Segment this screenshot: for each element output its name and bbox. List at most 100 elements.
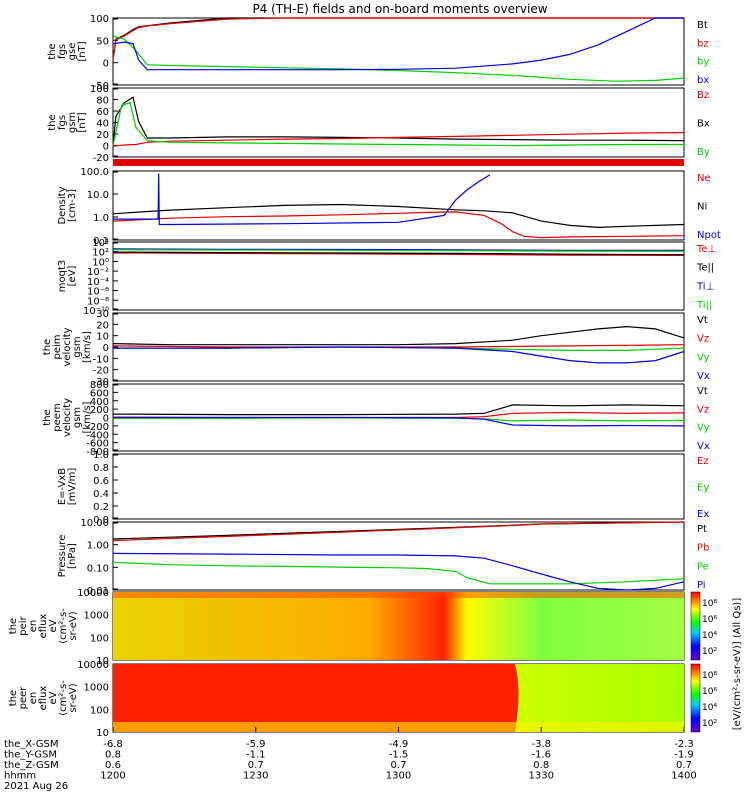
y-tick-label: -10: [93, 354, 109, 365]
legend-Pt: Pt: [697, 524, 707, 535]
y-tick-label: 10⁻²: [87, 267, 109, 278]
series-Te⊥: [112, 252, 685, 256]
y-axis-label: eV: [48, 691, 59, 704]
y-tick-label: 100: [90, 633, 109, 644]
legend-Vt: Vt: [697, 315, 708, 326]
y-axis-label: fgs: [57, 115, 68, 130]
y-axis-label: the: [8, 690, 19, 706]
legend-Ti⊥: Ti⊥: [696, 281, 714, 292]
y-tick-label: 10: [96, 656, 109, 667]
y-axis-label: E=-VxB: [57, 468, 68, 505]
x-axis-row-label: the_Z-GSM: [4, 760, 59, 771]
y-tick-label: -400: [86, 430, 109, 441]
legend-Vx: Vx: [697, 371, 710, 382]
y-tick-label: 0.8: [93, 463, 109, 474]
y-axis-label: velocity: [62, 398, 73, 437]
y-tick-label: 0: [103, 343, 109, 354]
y-tick-label: 0: [103, 142, 109, 153]
x-tick-label: -3.8: [531, 739, 551, 750]
y-tick-label: 100.0: [80, 167, 109, 178]
y-tick-label: 60: [96, 107, 109, 118]
y-axis-label: eV: [48, 619, 59, 632]
y-tick-label: 400: [90, 397, 109, 408]
y-tick-label: 100: [90, 14, 109, 25]
y-axis-label: the: [42, 339, 53, 355]
legend-By: By: [697, 147, 710, 158]
y-axis-label: gsm: [67, 112, 78, 133]
legend-Bx: Bx: [697, 119, 710, 130]
y-tick-label: -20: [93, 366, 109, 377]
series-Te||: [112, 251, 685, 256]
x-tick-label: -4.9: [389, 739, 409, 750]
y-tick-label: 20: [96, 130, 109, 141]
x-tick-label: 1400: [671, 771, 696, 782]
y-axis-label: the: [47, 114, 58, 130]
y-tick-label: 0.1: [93, 236, 109, 247]
legend-Vx: Vx: [697, 441, 710, 452]
y-tick-label: -600: [86, 439, 109, 450]
colorbar-tick-label: 10⁴: [702, 703, 717, 713]
colorbar-tick-label: 10⁸: [702, 671, 717, 681]
y-axis-label: the: [8, 618, 19, 634]
y-tick-label: 10⁰: [92, 257, 109, 268]
series-Ti⊥: [112, 248, 685, 251]
y-axis-label: [nT]: [77, 112, 88, 132]
legend-Vt: Vt: [697, 386, 708, 397]
colorbar-tick-label: 10²: [702, 719, 717, 729]
y-tick-label: 200: [90, 405, 109, 416]
x-tick-label: -6.8: [103, 739, 123, 750]
chart-title: P4 (TH-E) fields and on-board moments ov…: [252, 2, 547, 16]
y-axis-label: gse: [67, 43, 78, 61]
peer-spectrogram-hot-region: [113, 664, 519, 732]
series-Ni: [112, 203, 685, 229]
series-Ne: [112, 211, 685, 239]
x-tick-label: 0.6: [105, 760, 121, 771]
legend-Vy: Vy: [697, 423, 710, 434]
series-bx: [112, 17, 684, 71]
x-tick-label: -1.6: [531, 750, 551, 761]
panel-frame: [112, 521, 685, 591]
panel-fgs_gse: 100 50 0 -50 the fgs gse [nT] Bt bz by bx: [47, 14, 709, 92]
y-axis-label: peem: [52, 403, 63, 431]
legend-Npot: Npot: [697, 230, 721, 241]
colorbar-tick-label: 10⁶: [702, 615, 717, 625]
x-tick-label: 0.7: [391, 760, 407, 771]
legend-Ti||: Ti||: [696, 300, 712, 311]
panel-frame: [112, 453, 685, 520]
x-tick-label: -5.9: [246, 739, 266, 750]
y-axis-label: [mV/m]: [67, 468, 78, 506]
y-tick-label: -800: [86, 447, 109, 458]
y-axis-label: en: [28, 692, 39, 705]
y-tick-label: 0.01: [87, 586, 109, 597]
legend-Vz: Vz: [697, 334, 709, 345]
y-tick-label: 50: [96, 36, 109, 47]
y-tick-label: 40: [96, 119, 109, 130]
y-tick-label: 80: [96, 96, 109, 107]
y-tick-label: 1.0: [93, 450, 109, 461]
x-tick-label: -1.9: [674, 750, 694, 761]
y-tick-label: 0.6: [93, 476, 109, 487]
y-tick-label: 10: [96, 728, 109, 739]
y-axis-label: [nT]: [77, 41, 88, 61]
series-by: [112, 34, 685, 82]
y-tick-label: -30: [93, 377, 109, 388]
y-tick-label: 0.2: [93, 502, 109, 513]
y-axis-label: [eV]: [67, 266, 78, 287]
y-tick-label: 30: [96, 309, 109, 320]
y-tick-label: -50: [93, 81, 109, 92]
y-tick-label: 10⁻⁴: [87, 277, 109, 288]
legend-bx: bx: [697, 75, 709, 86]
legend-Vy: Vy: [697, 352, 710, 363]
y-tick-label: 1.00: [87, 541, 109, 552]
panel-density: 100.0 10.0 1.0 0.1 Density [cm-3] Ne Ni Npot: [57, 167, 721, 247]
series-Vx: [113, 346, 685, 364]
colorbar-peer: [690, 663, 701, 733]
y-axis-label: sr-eV): [68, 683, 79, 712]
x-tick-label: -1.5: [389, 750, 409, 761]
y-tick-label: 10⁻⁶: [87, 287, 109, 298]
legend-Te||: Te||: [696, 263, 714, 274]
y-axis-label: [nPa]: [67, 543, 78, 569]
